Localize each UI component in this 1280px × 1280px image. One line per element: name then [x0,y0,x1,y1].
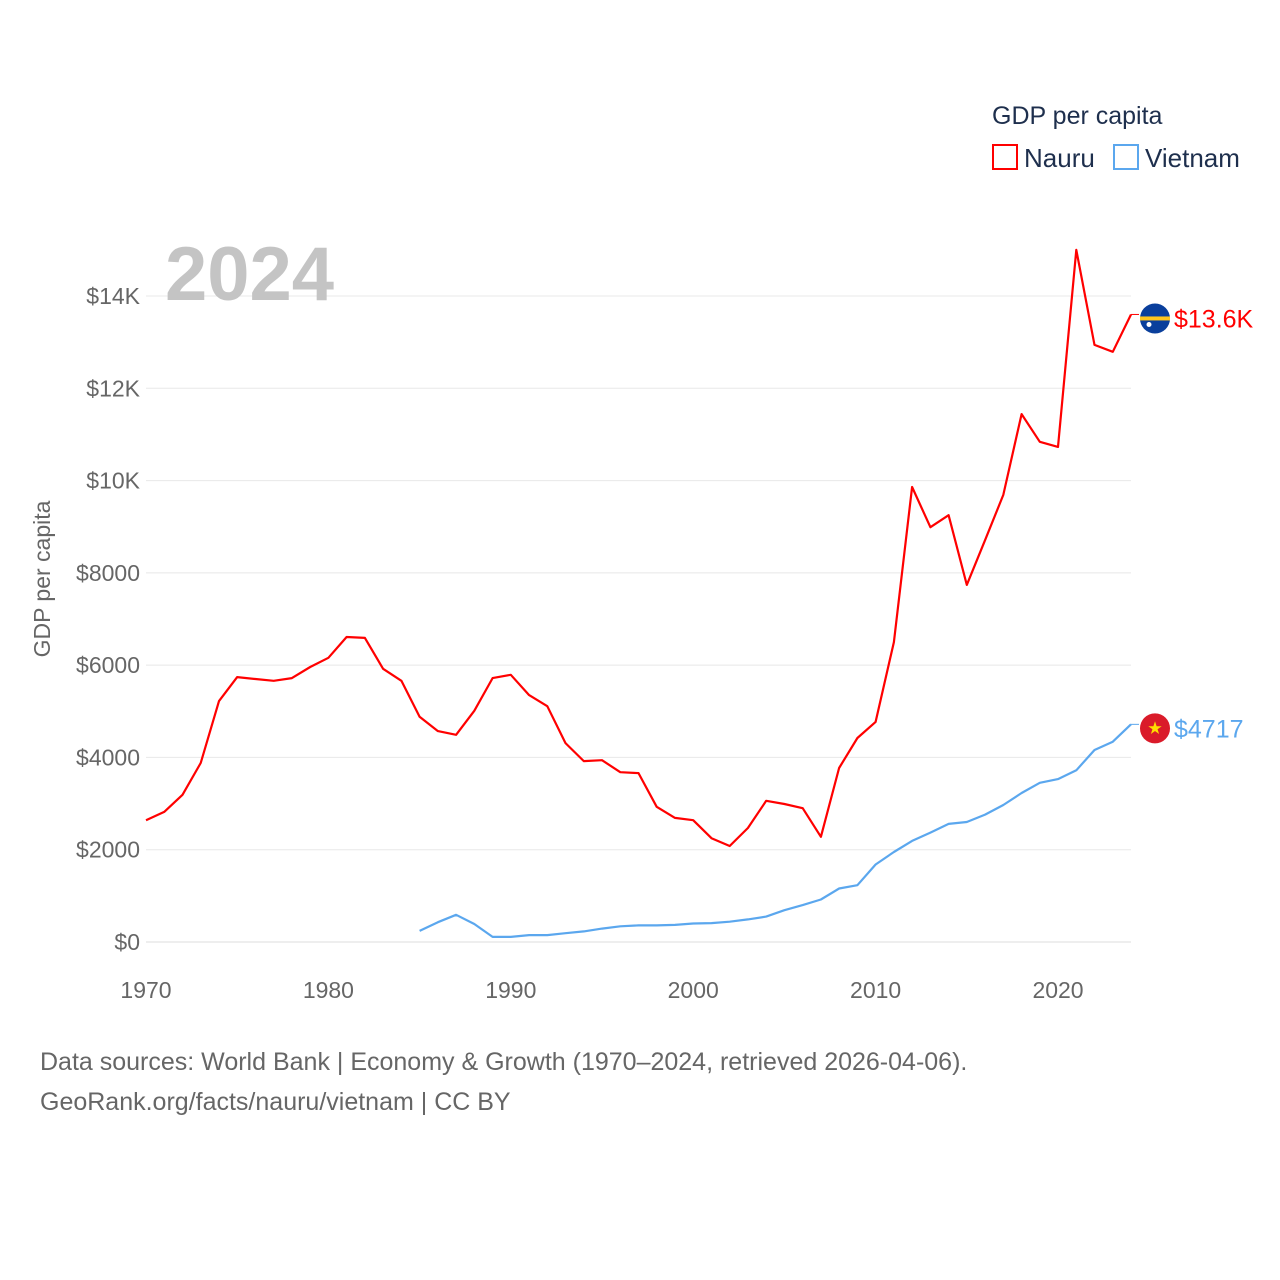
y-axis: $0 $2000 $4000 $6000 $8000 $10K $12K $14K [76,283,141,955]
x-tick-label: 1990 [485,977,536,1003]
x-tick-label: 1970 [120,977,171,1003]
y-tick-label: $0 [114,929,140,955]
series-lines [145,248,1132,939]
legend-label-vietnam[interactable]: Vietnam [1145,143,1240,173]
legend-title: GDP per capita [992,102,1163,130]
x-axis: 1970 1980 1990 2000 2010 2020 [120,977,1083,1003]
end-label-vietnam: $4717 [1174,715,1244,743]
x-tick-label: 2000 [668,977,719,1003]
legend-swatch-nauru[interactable] [992,144,1018,170]
grid [146,295,1131,943]
legend: GDP per capita Nauru Vietnam [992,102,1240,173]
y-axis-label: GDP per capita [29,500,55,657]
flag-icon-nauru [1140,303,1170,334]
y-tick-label: $10K [86,468,140,494]
y-tick-label: $12K [86,375,140,401]
x-tick-label: 2010 [850,977,901,1003]
end-labels: $13.6K $4717 [1131,303,1254,744]
y-tick-label: $4000 [76,744,140,770]
series-line-vietnam[interactable] [419,723,1132,939]
footer-sources: Data sources: World Bank | Economy & Gro… [40,1048,968,1076]
year-watermark: 2024 [165,232,334,317]
series-line-nauru[interactable] [145,248,1132,848]
x-tick-label: 2020 [1032,977,1083,1003]
y-tick-label: $14K [86,283,140,309]
footer: Data sources: World Bank | Economy & Gro… [40,1042,967,1122]
end-label-nauru: $13.6K [1174,305,1254,333]
y-tick-label: $6000 [76,652,140,678]
legend-label-nauru[interactable]: Nauru [1024,143,1095,173]
footer-link[interactable]: GeoRank.org/facts/nauru/vietnam | CC BY [40,1088,511,1116]
legend-swatch-vietnam[interactable] [1113,144,1139,170]
y-tick-label: $2000 [76,837,140,863]
x-tick-label: 1980 [303,977,354,1003]
flag-icon-vietnam [1140,713,1170,744]
y-tick-label: $8000 [76,560,140,586]
gdp-line-chart: 2024 $0$2000$4000$6000$8000$10K$12K$14K … [29,102,1254,1003]
